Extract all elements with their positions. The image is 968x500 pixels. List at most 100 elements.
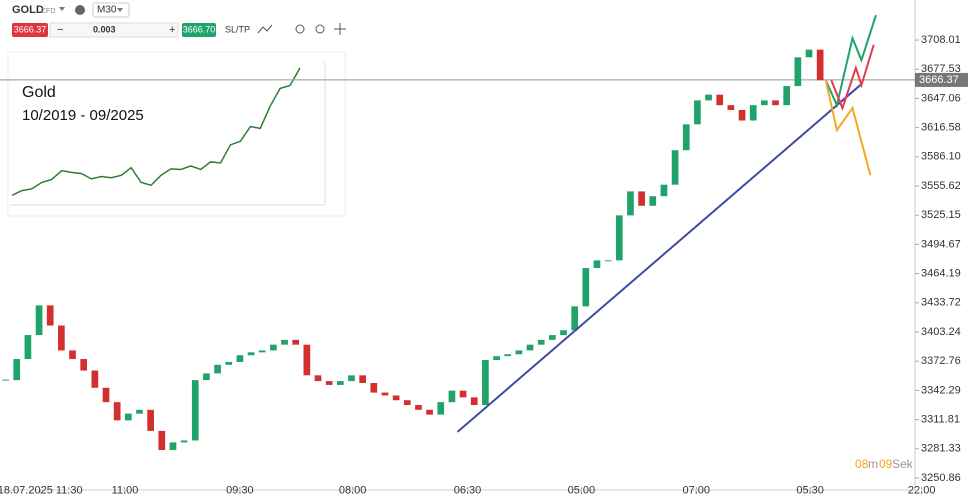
x-tick-label: 08:00 [339,484,367,496]
y-tick-label: 3372.76 [921,355,961,367]
x-tick-label: 07:00 [683,484,711,496]
candle [281,339,288,345]
candle [482,360,489,406]
volume-box[interactable] [49,22,179,38]
candle [805,49,813,58]
info-icon[interactable] [75,5,85,15]
candle [303,344,311,376]
current-price-label: 3666.37 [919,74,959,86]
candle [113,402,121,421]
candle [191,380,199,441]
y-tick-label: 3250.86 [921,472,961,484]
countdown-seconds-unit: Sek [892,457,914,471]
candle [203,373,210,381]
candle [258,350,266,353]
x-tick-label: 11:00 [112,484,139,496]
scenario-line [824,80,872,176]
candle [102,387,110,403]
candle [694,100,701,125]
current-price-box [915,72,968,87]
candle [24,335,32,360]
candle [571,306,579,331]
countdown-minutes: 08 [855,457,869,471]
sell-price[interactable]: 3666.37 [14,24,47,34]
candle [236,355,244,362]
candle [459,390,467,398]
candle [124,413,132,421]
candle [403,400,411,406]
candle [816,49,824,81]
candle [727,105,735,110]
candle [91,370,99,388]
candle [794,57,802,87]
move-tool[interactable] [334,23,346,35]
candle [348,375,355,382]
candle [336,381,344,385]
candle [593,260,601,269]
candle [381,392,389,396]
candle [470,397,478,406]
candle [537,339,545,345]
candle [147,409,154,431]
buy-box[interactable] [182,23,216,37]
countdown-seconds: 09 [879,457,893,471]
scenario-line [830,44,875,111]
candle [370,382,378,393]
inset-title: Gold [22,84,56,101]
line-tool[interactable] [257,24,273,34]
candle [682,124,690,151]
x-tick-label: 09:30 [226,484,254,496]
sell-box[interactable] [12,23,48,37]
candle [58,325,65,351]
candle [35,305,43,336]
countdown-minutes-unit: m [868,457,878,471]
y-tick-label: 3311.81 [921,413,960,425]
candle [660,184,668,197]
candle [80,359,88,371]
candle [560,330,567,336]
candle [158,430,166,451]
sl-tp[interactable]: SL/TP [225,24,250,34]
candle [180,440,188,443]
buy-price[interactable]: 3666.70 [183,24,216,34]
zoom-out[interactable] [295,24,305,34]
y-tick-label: 3494.67 [921,238,961,250]
candle [247,352,255,356]
candle [749,105,757,121]
candle [292,339,300,345]
y-tick-label: 3677.53 [921,63,961,75]
candle [504,354,512,357]
timeframe-dropdown[interactable] [117,8,123,12]
candle [448,390,456,403]
symbol-type: CFD [41,8,55,15]
candle [671,150,679,185]
zoom-in[interactable] [315,24,325,34]
candle [69,350,76,360]
trend-line [456,84,861,433]
candle [359,375,366,383]
x-tick-label: 06:30 [454,484,482,496]
symbol-dropdown[interactable] [59,7,65,11]
candle [604,260,612,262]
candle [716,94,724,106]
y-tick-label: 3342.29 [921,384,961,396]
volume[interactable]: 0.003 [93,24,116,34]
candle [437,402,445,415]
y-tick-label: 3464.19 [921,268,961,280]
minus[interactable]: − [57,24,63,36]
candle [415,405,422,410]
x-tick-label: 05:00 [568,484,596,496]
y-tick-label: 3708.01 [921,34,961,46]
timeframe[interactable]: M30 [97,5,117,16]
candle [783,86,791,106]
plus[interactable]: + [169,24,175,36]
candle [169,442,177,451]
candle [13,359,21,381]
candle [515,350,523,355]
timeframe-box[interactable] [92,2,130,18]
symbol[interactable]: GOLD [12,4,44,16]
y-tick-label: 3525.15 [921,209,961,221]
y-tick-label: 3616.58 [921,122,961,134]
y-tick-label: 3555.62 [921,180,961,192]
